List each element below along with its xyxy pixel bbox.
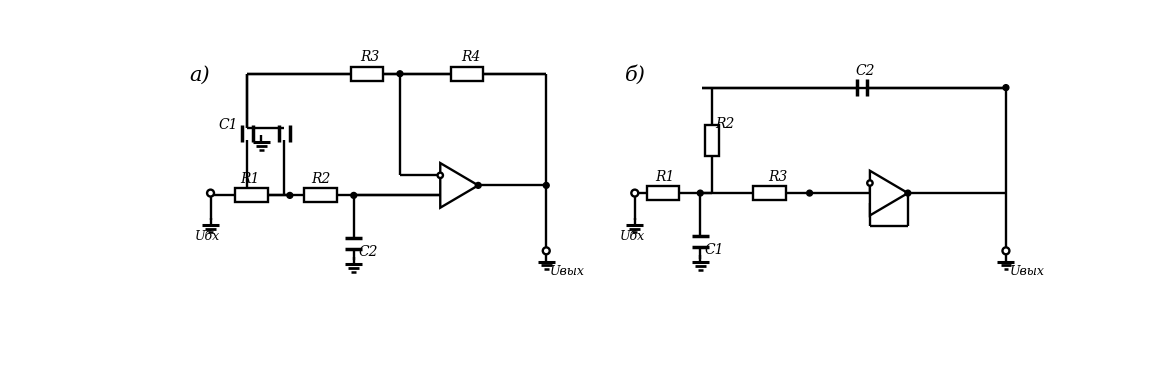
Circle shape <box>905 190 911 196</box>
Circle shape <box>1002 247 1009 254</box>
Text: C2: C2 <box>855 64 875 78</box>
Text: C1: C1 <box>705 243 725 257</box>
Circle shape <box>207 190 214 196</box>
Text: R4: R4 <box>461 51 480 64</box>
Circle shape <box>807 190 813 196</box>
Circle shape <box>287 193 292 198</box>
Text: Uвых: Uвых <box>1010 265 1045 278</box>
Text: Uбх: Uбх <box>620 230 645 243</box>
Circle shape <box>543 182 549 188</box>
Circle shape <box>631 190 638 196</box>
Bar <box>451 67 483 81</box>
Text: а): а) <box>190 66 210 85</box>
Circle shape <box>543 247 550 254</box>
Circle shape <box>697 190 703 196</box>
Bar <box>647 186 680 200</box>
Text: C1: C1 <box>218 118 238 132</box>
Bar <box>350 67 383 81</box>
Polygon shape <box>440 163 479 208</box>
Text: R2: R2 <box>716 117 735 131</box>
Text: б): б) <box>624 66 646 85</box>
Text: R2: R2 <box>311 172 331 186</box>
Bar <box>754 186 786 200</box>
Text: Uбх: Uбх <box>195 230 221 243</box>
Bar <box>304 188 336 202</box>
Bar <box>705 125 719 156</box>
Circle shape <box>1003 85 1009 90</box>
Circle shape <box>350 193 357 198</box>
Circle shape <box>867 180 873 186</box>
Text: C2: C2 <box>358 245 378 259</box>
Text: Uвых: Uвых <box>550 265 585 278</box>
Text: R3: R3 <box>768 170 787 184</box>
Circle shape <box>397 71 403 77</box>
Text: R3: R3 <box>361 51 380 64</box>
Bar <box>235 188 267 202</box>
Polygon shape <box>870 171 907 215</box>
Circle shape <box>475 182 481 188</box>
Circle shape <box>438 173 443 178</box>
Text: R1: R1 <box>655 170 675 184</box>
Text: R1: R1 <box>240 172 260 186</box>
